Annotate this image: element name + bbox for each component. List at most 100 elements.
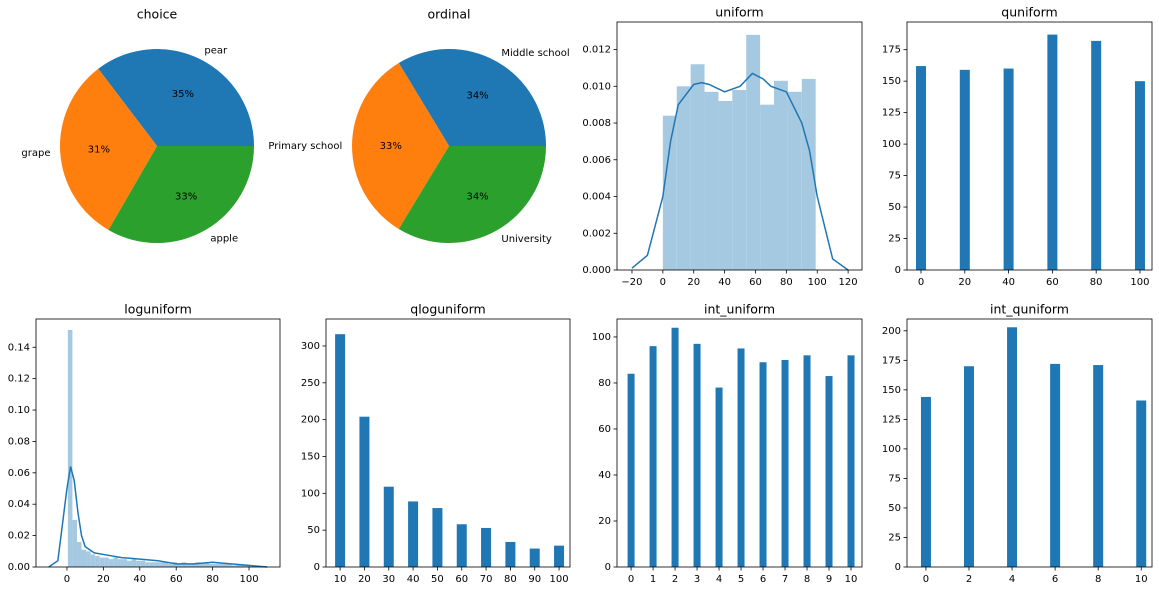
chart-title: loguniform	[124, 302, 192, 317]
hist-bar	[86, 551, 91, 567]
y-tick-label: 0	[314, 562, 320, 573]
y-tick-label: 0.008	[582, 118, 611, 129]
bar	[432, 508, 443, 567]
x-tick-label: 8	[804, 574, 810, 585]
y-tick-label: 100	[301, 488, 320, 499]
bar	[554, 545, 565, 567]
hist-bar	[704, 91, 719, 271]
slice-label: apple	[210, 233, 238, 244]
bar	[737, 348, 745, 567]
y-tick-label: 0.000	[582, 265, 611, 276]
bar	[529, 548, 540, 567]
hist-bar	[690, 64, 705, 270]
pie-slice	[352, 63, 449, 229]
kde-line	[48, 466, 268, 568]
hist-bar	[90, 554, 96, 567]
x-tick-label: 4	[716, 574, 722, 585]
y-tick-label: 40	[598, 470, 611, 481]
axes-frame	[35, 318, 281, 568]
y-tick-label: 125	[882, 108, 901, 119]
hist-bar	[154, 562, 159, 567]
x-tick-label: 90	[528, 574, 541, 585]
x-tick-label: 20	[958, 277, 971, 288]
x-tick-label: 120	[839, 277, 858, 288]
y-tick-label: 150	[301, 451, 320, 462]
bar	[456, 524, 467, 567]
x-tick-label: 80	[1090, 277, 1103, 288]
hist-bar	[218, 563, 223, 567]
x-tick-label: 0	[923, 574, 929, 585]
bar	[847, 355, 855, 567]
bar	[1047, 34, 1058, 270]
bar	[359, 416, 370, 567]
hist-bar	[190, 563, 196, 567]
bar	[1091, 40, 1102, 271]
hist-bar	[676, 86, 691, 270]
bar	[959, 69, 970, 271]
bar	[715, 387, 723, 567]
y-tick-label: 175	[882, 355, 901, 366]
bar	[781, 359, 789, 567]
y-tick-label: 0.12	[8, 374, 30, 385]
bar	[916, 66, 927, 270]
bar	[920, 396, 931, 567]
hist-bar	[760, 104, 775, 271]
y-tick-label: 150	[882, 385, 901, 396]
hist-bar	[662, 115, 677, 270]
x-tick-label: 60	[1046, 277, 1059, 288]
hist-bar	[222, 563, 228, 567]
x-tick-label: 60	[170, 574, 183, 585]
x-tick-label: 80	[206, 574, 219, 585]
x-tick-label: 60	[455, 574, 468, 585]
x-tick-label: 30	[382, 574, 395, 585]
x-tick-label: 1	[650, 574, 656, 585]
hist-bar	[231, 565, 237, 567]
slice-label: pear	[204, 45, 228, 56]
bar	[1136, 400, 1147, 567]
hist-bar	[186, 563, 191, 567]
hist-bar	[72, 519, 77, 567]
hist-bar	[213, 563, 219, 567]
y-tick-label: 200	[301, 415, 320, 426]
y-tick-label: 0.02	[8, 531, 30, 542]
pie-slice	[398, 146, 546, 243]
bar	[1093, 365, 1104, 567]
x-tick-label: 70	[480, 574, 493, 585]
y-tick-label: 50	[307, 525, 320, 536]
x-tick-label: 9	[826, 574, 832, 585]
hist-bar	[67, 329, 73, 567]
hist-bar	[774, 80, 788, 270]
bar	[1134, 81, 1145, 270]
x-tick-label: 10	[845, 574, 858, 585]
bar	[335, 334, 346, 567]
axes-frame	[906, 318, 1153, 568]
y-tick-label: 75	[888, 171, 901, 182]
y-tick-label: 0.006	[582, 155, 611, 166]
hist-bar	[99, 557, 105, 567]
hist-bar	[95, 556, 100, 567]
bar	[481, 527, 492, 567]
bar	[1007, 327, 1018, 567]
y-tick-label: 100	[882, 444, 901, 455]
hist-bar	[181, 562, 187, 567]
x-tick-label: 100	[239, 574, 258, 585]
bar	[671, 327, 679, 567]
chart-title: int_quniform	[990, 302, 1069, 317]
y-tick-label: 200	[882, 326, 901, 337]
axes-frame	[616, 21, 863, 271]
axes-frame	[906, 21, 1153, 271]
hist-bar	[240, 565, 246, 567]
hist-bar	[131, 559, 137, 567]
slice-label: University	[501, 234, 552, 245]
x-tick-label: 5	[738, 574, 744, 585]
y-tick-label: 20	[598, 516, 611, 527]
chart-title: qloguniform	[410, 302, 485, 317]
pie-slice	[98, 48, 254, 146]
y-tick-label: 0.00	[8, 562, 30, 573]
y-tick-label: 300	[301, 341, 320, 352]
y-tick-label: 0.06	[8, 468, 30, 479]
y-tick-label: 0.002	[582, 228, 611, 239]
bar	[627, 373, 635, 567]
x-tick-label: 20	[97, 574, 110, 585]
hist-bar	[172, 562, 178, 567]
